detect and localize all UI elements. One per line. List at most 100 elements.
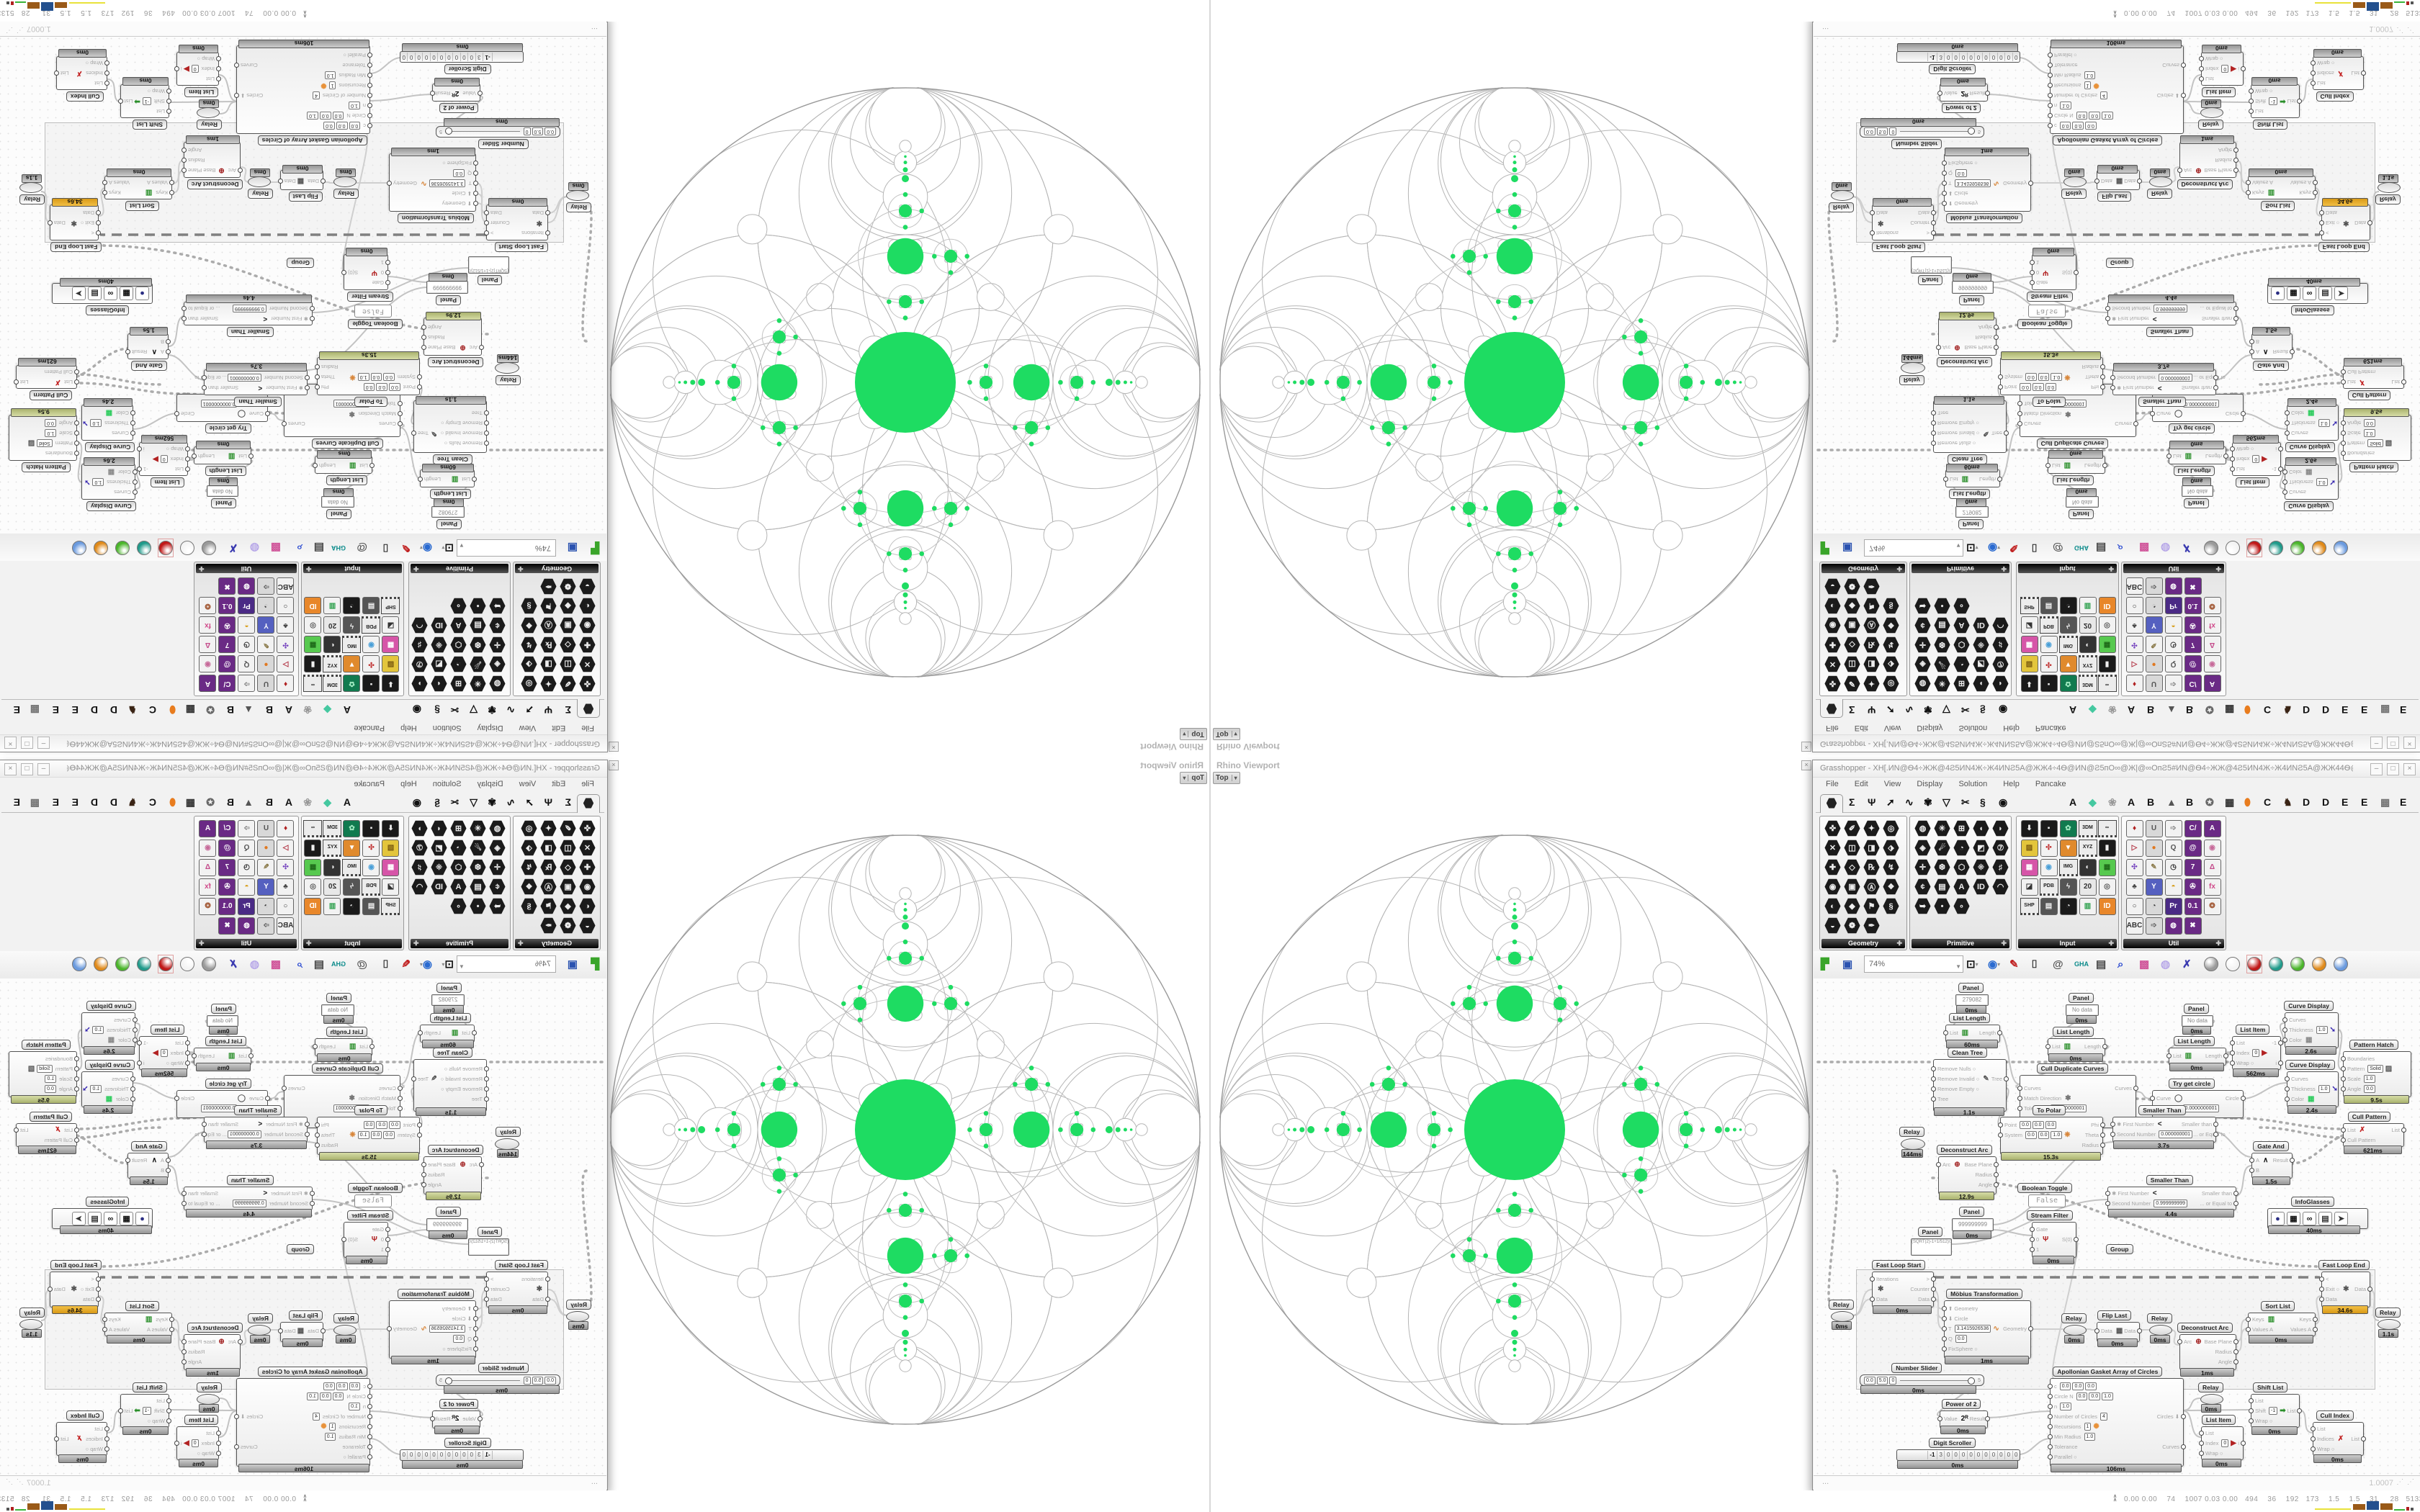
digit-cell[interactable]: 0 [445,1451,454,1459]
gh-node-relay-right[interactable] [2378,1319,2401,1330]
component-icon[interactable]: ▤ [1932,877,1952,896]
input-port[interactable] [2285,1086,2290,1092]
component-icon[interactable]: U [256,674,276,693]
input-port[interactable] [473,191,478,196]
node-label-panel-279082[interactable]: Panel [436,519,462,529]
component-icon[interactable]: A [198,819,218,838]
input-port[interactable] [96,1297,101,1302]
gh-node-sort-list[interactable]: Keys ▥ Keys Values A Values A [102,176,174,199]
input-port[interactable] [2285,420,2290,426]
component-icon[interactable]: ✛ [1913,858,1932,877]
node-label-shift-list[interactable]: Shift List [132,120,167,130]
component-icon[interactable]: ✛ [488,858,507,877]
input-port[interactable] [367,73,372,78]
palette-label[interactable]: Util ✚ [196,564,297,573]
component-icon[interactable]: ◓ [2164,616,2183,635]
input-port[interactable] [2249,349,2254,354]
viewport-close-button[interactable]: × [609,760,619,770]
gh-node-pattern-hatch[interactable]: Boundaries Pattern Solid ▨ Scale 1.0 Angle 0.0 [9,1051,79,1097]
component-icon[interactable]: ◩ [1971,654,1991,674]
value-box[interactable]: 0.0 [376,1120,388,1129]
node-label-panel-nodata-1[interactable]: Panel [326,993,351,1003]
menu-item-display[interactable]: Display [1917,724,1943,732]
output-port[interactable] [2233,306,2238,311]
tab-category-3[interactable]: ∿ [506,796,515,808]
node-label-digit-scroller[interactable]: Digit Scroller [1929,64,1976,74]
viewport-view-dropdown[interactable]: Top▾ [1213,728,1240,740]
toolbar-cross-arrows[interactable]: ✗ [2182,539,2192,557]
output-port[interactable] [182,168,187,173]
tab-plugin-5[interactable]: ▲ [2166,796,2177,808]
node-label-list-item-2[interactable]: List Item [2201,1415,2236,1425]
gh-node-fast-loop-start[interactable]: Iterations > ✱ Counter Data Data [484,1272,550,1308]
resize-grip-icon[interactable]: ⋰ ⋰ [2396,1478,2415,1486]
input-port[interactable] [2341,1066,2346,1071]
component-icon[interactable]: § [519,596,539,616]
component-icon[interactable]: ♯ [410,635,429,654]
input-port[interactable] [265,411,270,416]
node-label-curve-display-1[interactable]: Curve Display [2284,1001,2334,1011]
output-port[interactable] [2241,1096,2246,1101]
palette-label[interactable]: Primitive ✚ [411,939,508,948]
output-port[interactable] [2100,1143,2105,1148]
infoglasses-icon[interactable]: ▤ [2318,1212,2332,1225]
tab-plugin-13[interactable]: D [90,704,98,716]
component-icon[interactable]: ♯ [1991,635,2010,654]
tab-plugin-1[interactable]: ◆ [2089,796,2097,808]
component-icon[interactable]: Ⓐ [539,877,558,896]
component-icon[interactable]: • [468,596,488,616]
input-port[interactable] [2249,1418,2254,1423]
slider-knob[interactable] [444,1377,452,1385]
toolbar-balloon[interactable]: ◍ [2161,955,2170,973]
component-icon[interactable]: ♦ [276,674,295,693]
value-box[interactable]: 0.0 [349,122,361,130]
node-label-list-item-1[interactable]: List Item [2236,1025,2270,1035]
component-icon[interactable]: ○ [276,596,295,616]
node-label-sort-list[interactable]: Sort List [125,201,159,211]
tab-category-5[interactable]: ▽ [470,796,478,808]
component-icon[interactable]: ◉ [362,858,381,877]
value-box[interactable]: 0.0 [370,1130,382,1139]
input-port[interactable] [1870,210,1875,215]
input-port[interactable] [74,379,79,384]
output-port[interactable] [315,384,320,390]
menu-item-file[interactable]: File [581,724,594,732]
input-port[interactable] [367,93,372,98]
output-port[interactable] [421,345,426,350]
input-port[interactable] [2199,1441,2204,1446]
component-icon[interactable]: ♣ [276,616,295,635]
toolbar-zoom-select[interactable]: 74% ▼ [457,539,556,557]
input-port[interactable] [417,374,422,379]
palette-label[interactable]: Util ✚ [2123,564,2224,573]
input-port[interactable] [2319,1297,2324,1302]
palette-expand-icon[interactable]: ✚ [518,940,524,947]
infoglasses-icon[interactable]: ▤ [88,1212,102,1225]
output-port[interactable] [2278,446,2283,451]
value-box[interactable]: 0.0 [2059,1382,2071,1390]
component-icon[interactable]: ◆ [558,596,578,616]
infoglasses-icon[interactable]: ➤ [72,1212,86,1225]
component-icon[interactable]: ✕ [578,654,597,674]
node-label-cull-duplicate-curves[interactable]: Cull Duplicate Curves [311,438,384,449]
toolbar-save-file[interactable]: ▣ [568,955,578,973]
input-port[interactable] [2199,1431,2204,1436]
tab-category-4[interactable]: ✾ [488,796,496,808]
component-icon[interactable]: ▦ [303,635,323,654]
tab-category-1[interactable]: Ψ [1868,796,1876,808]
node-label-relay-a[interactable]: Relay [333,1313,359,1323]
value-box[interactable]: 0.0 [2038,373,2050,382]
toolbar-open-file[interactable]: ▛ [591,955,599,973]
tab-plugin-15[interactable]: E [2361,704,2368,716]
input-port[interactable] [2341,1056,2346,1061]
component-icon[interactable]: ◇ [558,858,578,877]
palette-expand-icon[interactable]: ✚ [306,940,312,947]
input-port[interactable] [1942,161,1947,166]
gh-node-relay-left[interactable] [566,190,589,201]
menu-item-solution[interactable]: Solution [432,780,462,788]
node-label-relay-b[interactable]: Relay [2147,1313,2172,1323]
component-icon[interactable]: ◐ [578,896,597,916]
output-port[interactable] [54,1436,59,1441]
digit-cell[interactable]: 0 [430,53,439,61]
node-label-digit-scroller[interactable]: Digit Scroller [444,1438,491,1448]
viewport-close-button[interactable]: × [609,742,619,752]
